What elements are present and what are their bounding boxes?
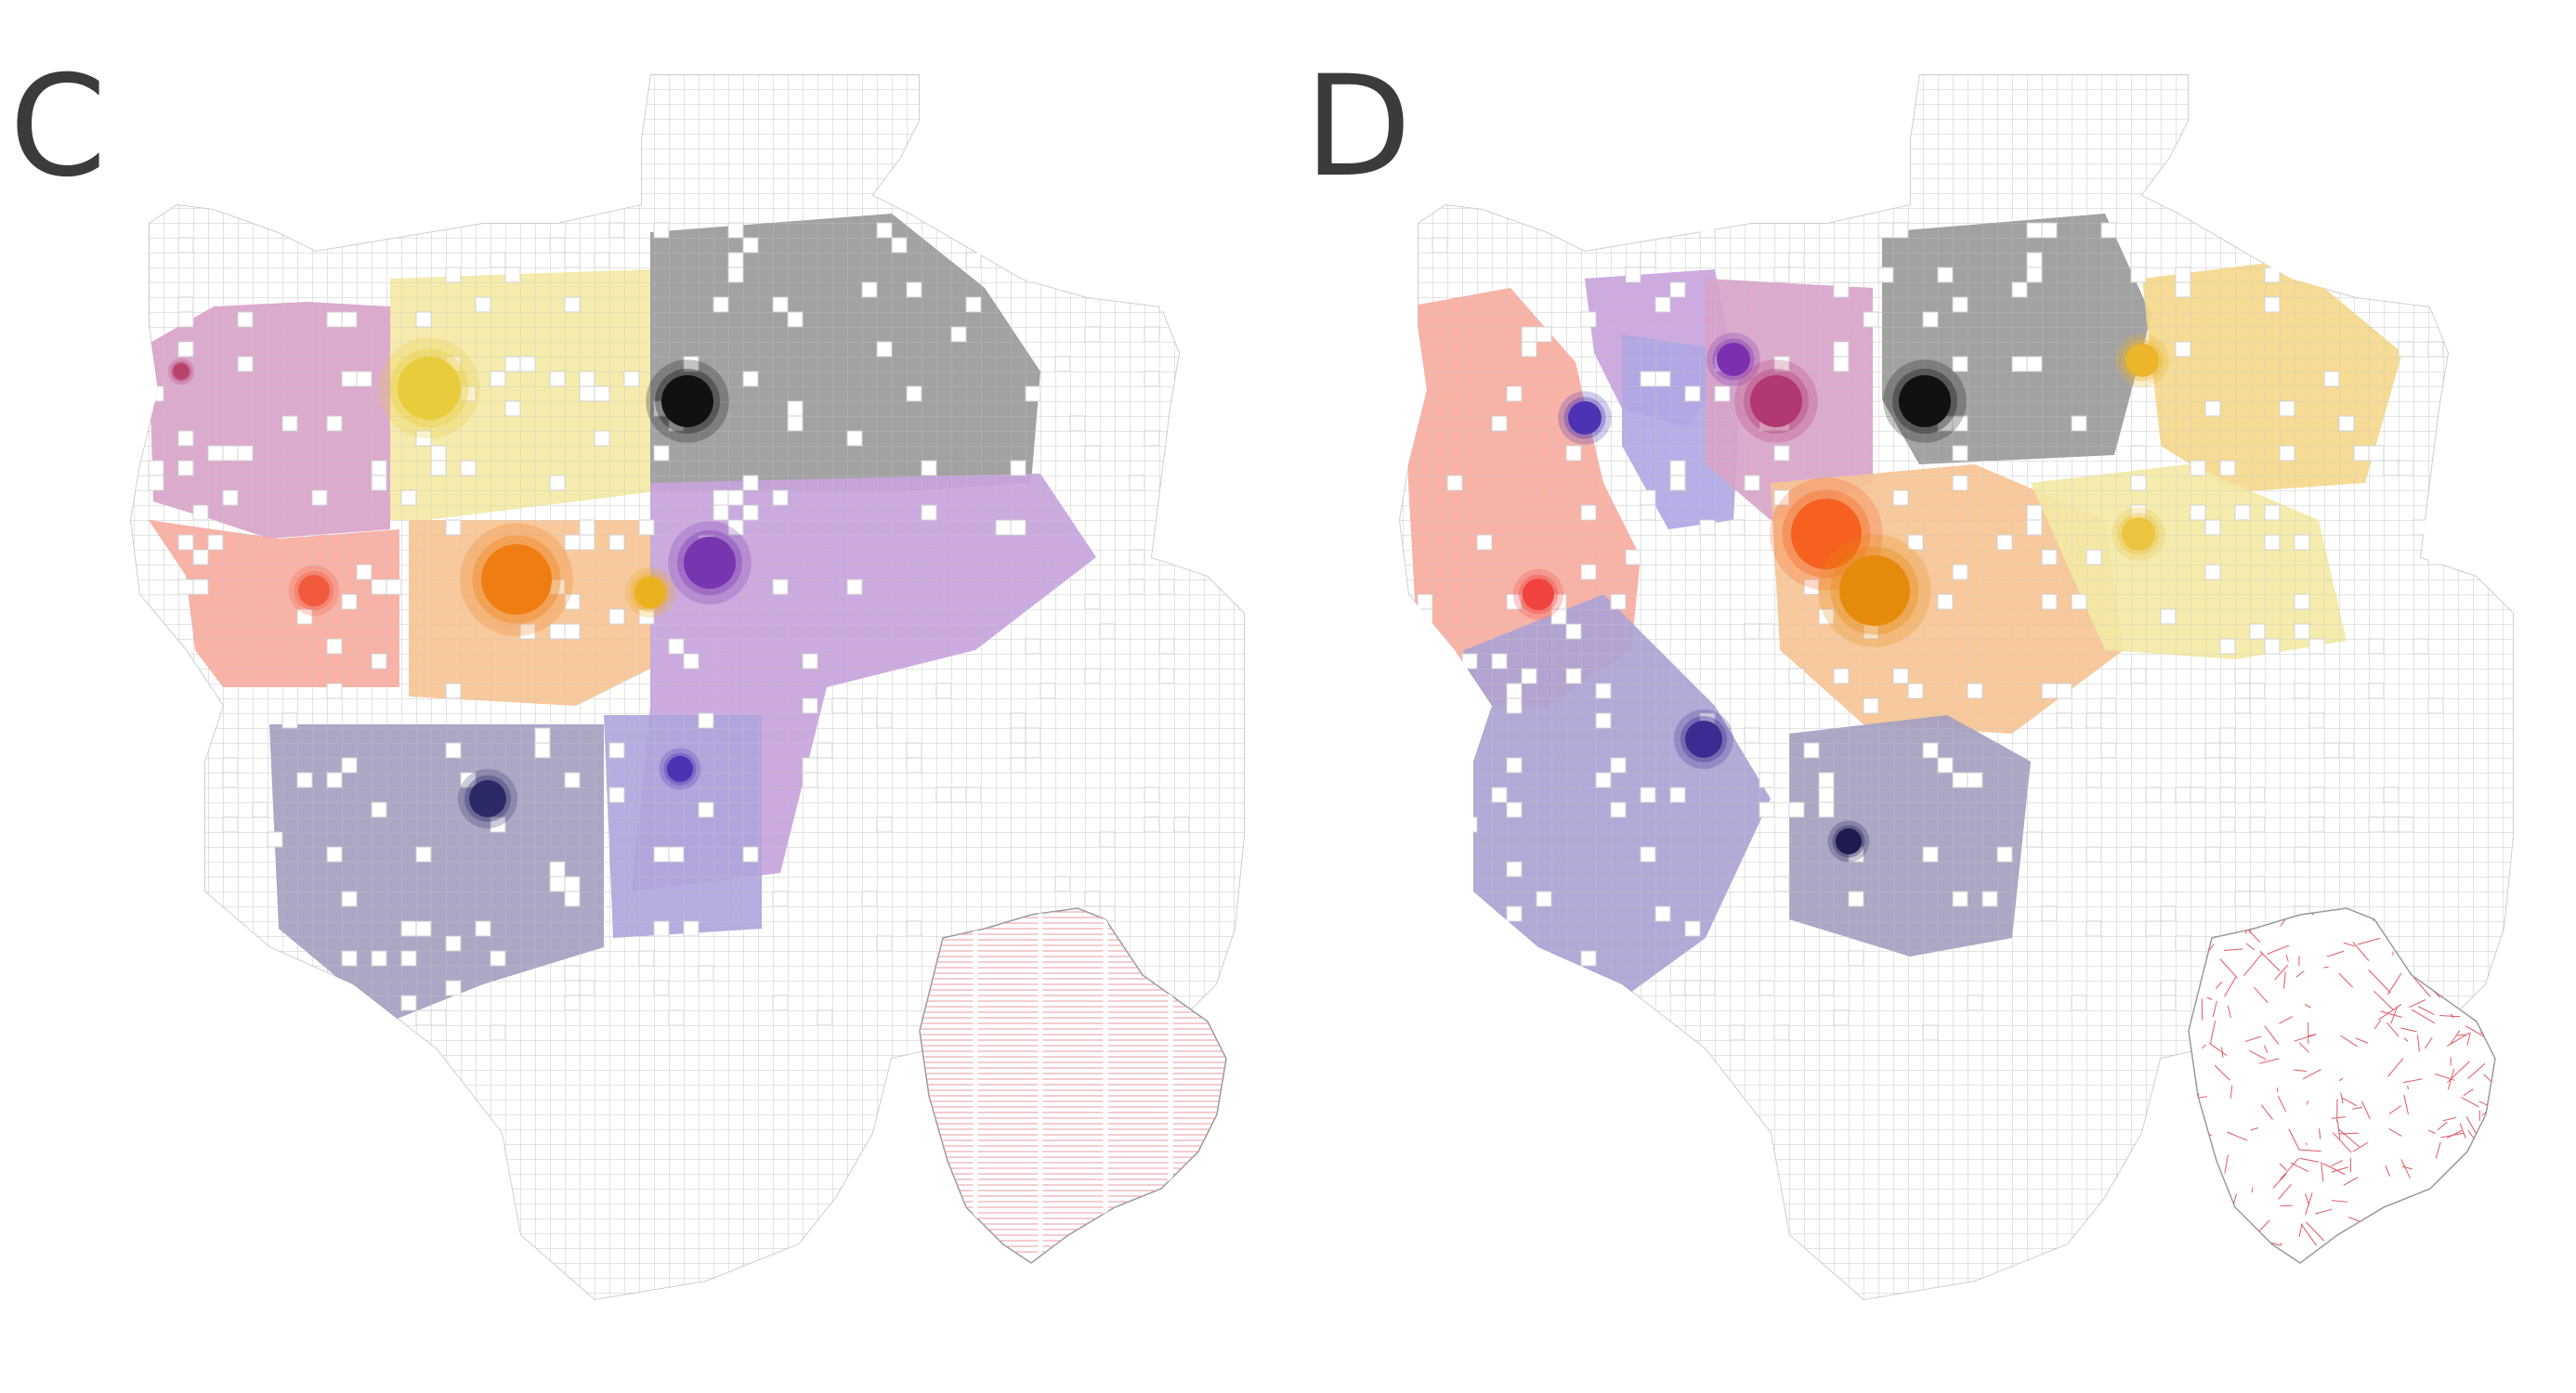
center-8 (2112, 507, 2165, 561)
center-1 (167, 358, 195, 385)
center-10 (1674, 710, 1733, 769)
center-11 (1827, 820, 1870, 863)
center-5 (460, 523, 573, 636)
panel-c-inset-map (919, 907, 1227, 1264)
center-4 (288, 565, 340, 617)
center-9 (1512, 568, 1564, 620)
panel-label-c: C (9, 46, 107, 208)
center-6 (624, 566, 676, 618)
panel-c-map (130, 74, 1245, 1300)
inset-outline (2188, 907, 2496, 1264)
center-8 (458, 769, 517, 828)
panel-d-map (1399, 74, 2514, 1300)
center-9 (659, 748, 701, 790)
center-2 (378, 337, 480, 439)
panel-label-d: D (1304, 46, 1412, 208)
panel-c-centers (167, 337, 752, 828)
center-2 (1734, 359, 1818, 443)
center-3 (646, 359, 729, 443)
panel-d-centers (1512, 332, 2169, 863)
center-7 (1818, 534, 1931, 647)
center-7 (668, 521, 752, 605)
center-1 (1706, 332, 1760, 386)
center-3 (1558, 391, 1612, 445)
center-5 (2115, 333, 2169, 387)
center-4 (1883, 359, 1967, 443)
